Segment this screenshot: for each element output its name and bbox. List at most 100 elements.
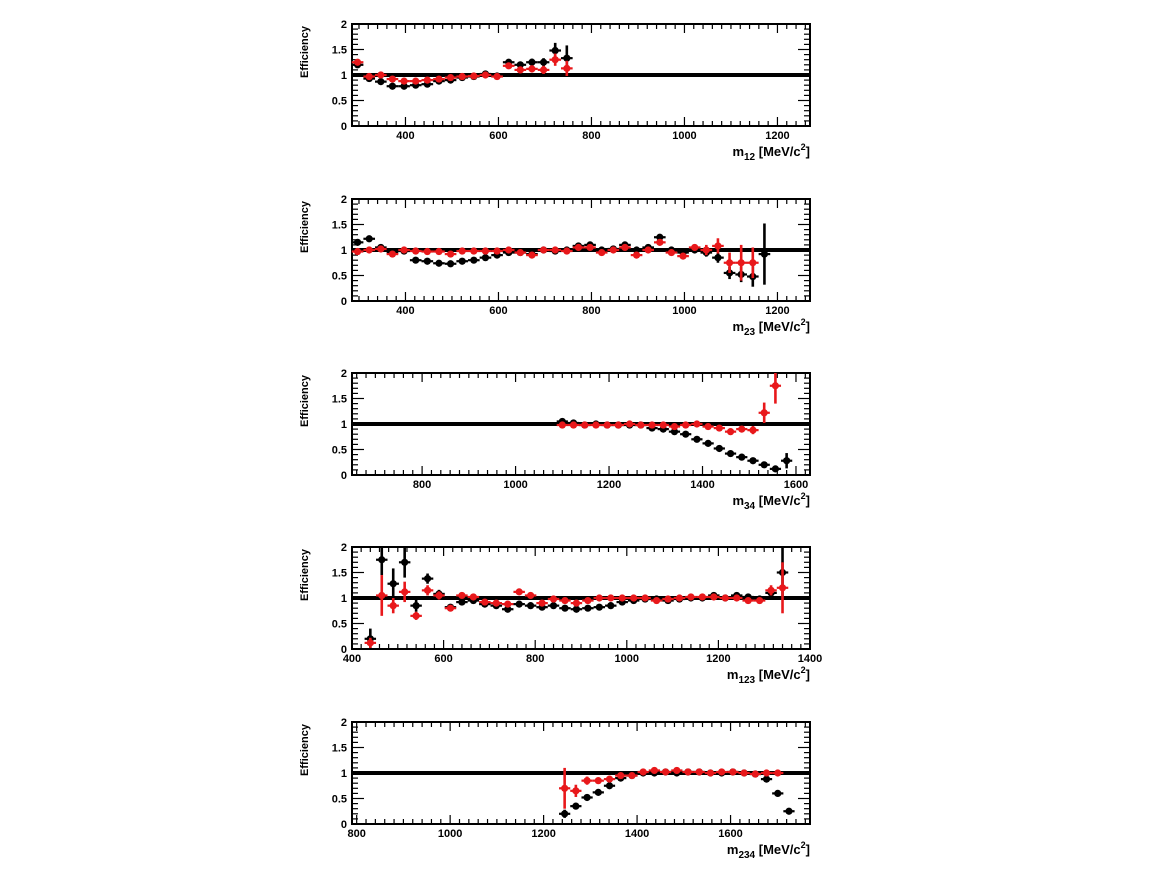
y-tick-label: 0: [341, 121, 347, 133]
data-point: [682, 421, 690, 429]
data-point: [586, 243, 594, 252]
data-point: [693, 420, 701, 428]
data-point: [561, 784, 569, 792]
data-point: [767, 586, 775, 594]
y-tick-label: 0: [341, 470, 347, 482]
data-point: [470, 247, 478, 255]
y-axis-title: Efficiency: [299, 25, 311, 78]
x-tick-label: 1000: [438, 828, 462, 840]
data-point: [528, 58, 536, 66]
data-point: [760, 250, 769, 258]
data-point: [458, 72, 466, 81]
x-tick-label: 1200: [531, 828, 555, 840]
data-point: [714, 254, 722, 262]
data-point: [749, 457, 757, 465]
y-tick-label: 1.5: [332, 394, 347, 406]
data-point: [389, 580, 397, 588]
data-point: [505, 246, 513, 254]
data-point: [401, 588, 409, 596]
data-point: [412, 602, 420, 610]
data-point: [572, 787, 580, 795]
data-point: [592, 421, 600, 429]
x-tick-label: 1000: [672, 130, 696, 142]
data-point: [515, 588, 523, 596]
panel-4: 0 0.5 1 1.5 2 400 600 800 1000 1200 1400 Efficiency…: [299, 542, 822, 686]
series-red: [559, 766, 784, 809]
y-tick-label: 1: [341, 70, 347, 82]
data-point: [561, 604, 569, 612]
data-point: [469, 593, 477, 601]
data-point: [785, 807, 793, 815]
series-red: [351, 238, 759, 281]
data-point: [493, 72, 501, 81]
x-tick-label: 1200: [706, 653, 730, 665]
data-point: [762, 769, 771, 777]
data-point: [446, 260, 455, 268]
data-point: [738, 425, 746, 433]
x-tick-label: 600: [489, 130, 507, 142]
data-point: [771, 465, 780, 473]
data-point: [744, 596, 752, 605]
data-point: [702, 246, 710, 254]
data-point: [626, 420, 634, 428]
data-point: [605, 775, 614, 783]
data-point: [400, 82, 408, 90]
data-point: [614, 421, 622, 429]
data-point: [583, 793, 591, 802]
data-point: [388, 250, 397, 258]
data-point: [718, 768, 726, 776]
data-point: [637, 421, 645, 429]
data-point: [366, 639, 374, 647]
data-point: [539, 66, 548, 74]
y-axis-title: Efficiency: [299, 548, 311, 601]
data-point: [528, 65, 536, 73]
x-tick-label: 800: [582, 305, 600, 317]
data-point: [762, 775, 771, 783]
data-point: [605, 782, 614, 790]
data-point: [353, 238, 362, 246]
x-tick-label: 400: [396, 130, 414, 142]
data-point: [774, 789, 782, 798]
x-tick-label: 1000: [615, 653, 639, 665]
data-point: [504, 605, 512, 613]
data-point: [603, 421, 611, 429]
data-point: [435, 247, 443, 256]
data-point: [581, 421, 589, 429]
data-point: [423, 76, 431, 84]
data-point: [377, 78, 385, 86]
data-point: [641, 594, 649, 602]
data-point: [691, 243, 699, 252]
data-point: [687, 593, 695, 601]
data-point: [607, 594, 615, 602]
data-point: [756, 596, 764, 605]
data-point: [706, 769, 715, 777]
y-tick-label: 1.5: [332, 743, 347, 755]
data-point: [563, 247, 571, 255]
data-point: [528, 251, 536, 259]
data-point: [584, 596, 592, 605]
data-point: [673, 766, 681, 775]
data-point: [458, 247, 466, 255]
data-point: [584, 604, 592, 612]
data-point: [598, 248, 606, 257]
data-point: [618, 594, 626, 602]
data-point: [714, 242, 722, 250]
data-point: [751, 770, 759, 778]
data-point: [695, 768, 703, 776]
data-point: [365, 72, 373, 81]
data-point: [664, 595, 672, 603]
y-tick-label: 2: [341, 542, 347, 554]
data-point: [617, 771, 625, 780]
x-tick-label: 1000: [503, 479, 527, 491]
data-point: [400, 246, 408, 254]
data-point: [704, 439, 712, 447]
data-point: [572, 605, 581, 613]
x-tick-label: 400: [343, 653, 361, 665]
data-point: [670, 428, 679, 436]
data-point: [715, 424, 723, 432]
data-point: [569, 421, 578, 429]
data-point: [377, 71, 385, 79]
data-point: [594, 777, 602, 785]
data-point: [549, 602, 558, 610]
y-tick-label: 1: [341, 768, 347, 780]
